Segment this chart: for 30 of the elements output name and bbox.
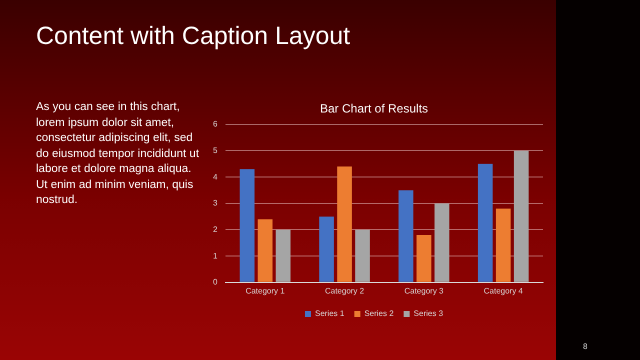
bar: [434, 203, 450, 282]
x-tick-label: Category 2: [324, 286, 365, 296]
bar: [337, 166, 352, 282]
legend-label: Series 3: [414, 309, 444, 318]
chart-title: Bar Chart of Results: [320, 102, 428, 116]
bar: [478, 164, 493, 282]
bar: [258, 219, 273, 282]
bar: [240, 169, 255, 282]
y-tick-label: 6: [212, 120, 218, 129]
bar: [514, 150, 529, 282]
bar: [276, 230, 291, 282]
x-tick-label: Category 1: [246, 286, 286, 296]
y-tick-label: 0: [212, 278, 218, 287]
legend-label: Series 2: [364, 309, 394, 318]
x-tick-label: Category 4: [484, 286, 524, 296]
text: As you can see in this chart, lorem ipsum dolor sit amet, consectetur adipiscing elit, sed do eiusmod tempor incididunt ut labore et dolore magna aliqua. Ut enim ad minim veniam, quis nostrud.: [36, 100, 200, 208]
bar: [398, 190, 414, 282]
y-tick-label: 2: [212, 224, 218, 234]
y-tick-label: 4: [212, 172, 218, 182]
bar: [319, 216, 334, 282]
legend-label: Series 1: [314, 309, 345, 318]
bar: [416, 235, 432, 282]
bar: [496, 208, 511, 282]
y-tick-label: 1: [212, 251, 218, 260]
text: Content with Caption Layout: [36, 22, 350, 51]
y-tick-label: 3: [212, 198, 218, 208]
text: 8: [583, 342, 588, 351]
bar: [355, 230, 370, 282]
y-tick-label: 5: [212, 146, 218, 155]
x-tick-label: Category 3: [404, 286, 444, 296]
